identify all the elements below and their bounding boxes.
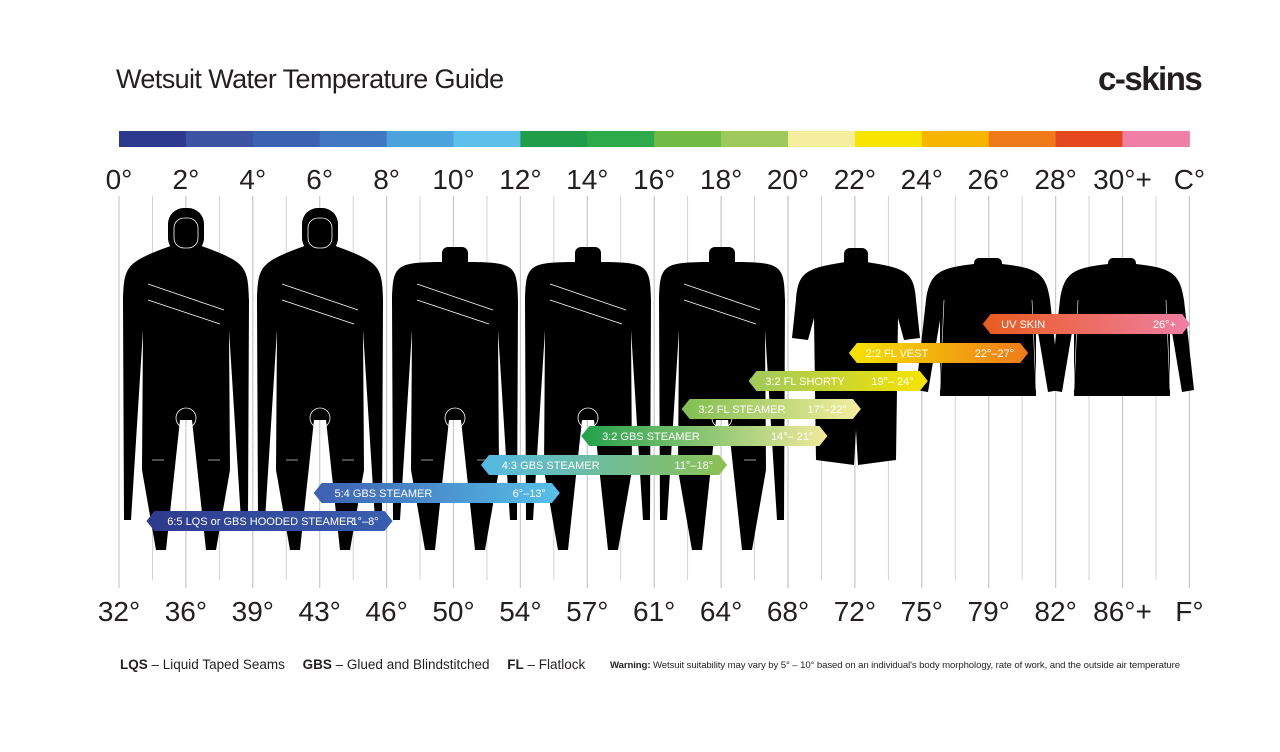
fahrenheit-tick-label: 72°: [834, 596, 876, 627]
abbreviation-legend: LQS – Liquid Taped Seams GBS – Glued and…: [120, 657, 599, 672]
page-title: Wetsuit Water Temperature Guide: [116, 64, 504, 94]
scale-segment: [386, 131, 454, 147]
brand-logo: c-skins: [1098, 60, 1203, 97]
hooded-steamer-figure: [257, 208, 383, 550]
celsius-tick-label: 2°: [173, 164, 200, 195]
hooded-steamer-figure: [123, 208, 249, 550]
celsius-tick-label: 30°+: [1093, 164, 1152, 195]
gbs-key: GBS: [302, 657, 332, 672]
scale-segment: [1122, 131, 1190, 147]
wetsuit-figures: [123, 208, 1194, 550]
celsius-tick-label: 26°: [968, 164, 1010, 195]
range-bar: [581, 426, 828, 446]
fl-text: – Flatlock: [523, 657, 586, 672]
range-bar-value: 6°–13°: [513, 488, 546, 500]
celsius-tick-label: 8°: [373, 164, 400, 195]
celsius-tick-label: 20°: [767, 164, 809, 195]
gbs-text: – Glued and Blindstitched: [331, 657, 490, 672]
warning-text: Wetsuit suitability may vary by 5° – 10°…: [650, 660, 1180, 671]
scale-segment: [654, 131, 722, 147]
scale-segment: [788, 131, 856, 147]
scale-segment: [854, 131, 923, 147]
fahrenheit-tick-label: 57°: [566, 596, 608, 627]
scale-segment: [988, 131, 1057, 147]
celsius-tick-label: 22°: [834, 164, 876, 195]
fahrenheit-tick-label: 39°: [232, 596, 274, 627]
fahrenheit-tick-label: 75°: [901, 596, 943, 627]
range-bar-value: 11°–18°: [675, 460, 714, 472]
range-bar: [848, 343, 1029, 363]
scale-segment: [119, 131, 187, 147]
range-bar-value: 19°– 24°: [871, 376, 913, 388]
range-bar: [480, 455, 728, 475]
fahrenheit-tick-label: F°: [1175, 596, 1203, 627]
fahrenheit-axis: 32° 36° 39° 43° 46° 50° 54° 57° 61° 64° 68° 72° 75° 7…: [98, 596, 1204, 627]
range-bar-name: 3:2 FL SHORTY: [765, 376, 845, 388]
celsius-tick-label: 16°: [633, 164, 675, 195]
warning-label: Warning:: [610, 660, 651, 671]
scale-segment: [921, 131, 990, 147]
range-bar-name: 4:3 GBS STEAMER: [502, 460, 600, 472]
scale-segment: [319, 131, 388, 147]
fahrenheit-tick-label: 86°+: [1093, 596, 1152, 627]
celsius-tick-label: 24°: [901, 164, 943, 195]
lqs-text: – Liquid Taped Seams: [147, 657, 285, 672]
range-bar-name: 3:2 GBS STEAMER: [602, 431, 700, 443]
range-bar: [982, 314, 1190, 334]
warning-note: Warning: Wetsuit suitability may vary by…: [610, 660, 1180, 671]
range-bar-name: 2:2 FL VEST: [866, 348, 929, 360]
fl-key: FL: [507, 657, 524, 672]
range-bar-value: 1°–8°: [351, 516, 378, 528]
range-bar-value: 17°–22°: [808, 404, 847, 416]
scale-segment: [252, 131, 321, 147]
scale-segment: [721, 131, 789, 147]
range-bar: [748, 371, 928, 391]
lqs-key: LQS: [120, 657, 148, 672]
celsius-tick-label: 0°: [106, 164, 133, 195]
celsius-tick-label: 10°: [432, 164, 474, 195]
celsius-tick-label: 18°: [700, 164, 742, 195]
scale-segment: [453, 131, 521, 147]
celsius-tick-label: 14°: [566, 164, 608, 195]
fahrenheit-tick-label: 82°: [1034, 596, 1076, 627]
range-bar-value: 14°– 21°: [771, 431, 813, 443]
scale-segment: [587, 131, 655, 147]
range-bar: [313, 483, 560, 503]
celsius-tick-label: 4°: [239, 164, 266, 195]
range-bar: [146, 511, 393, 531]
fahrenheit-tick-label: 36°: [165, 596, 207, 627]
steamer-figure: [659, 247, 785, 550]
range-bar-name: 6:5 LQS or GBS HOODED STEAMER: [167, 516, 354, 528]
fahrenheit-tick-label: 68°: [767, 596, 809, 627]
celsius-tick-label: 28°: [1034, 164, 1076, 195]
celsius-axis: 0° 2° 4° 6° 8° 10° 12° 14° 16° 18° 20° 22° 24° 26° 28°…: [106, 164, 1206, 195]
celsius-tick-label: C°: [1174, 164, 1205, 195]
color-scale-bar: [119, 131, 1190, 147]
scale-segment: [1055, 131, 1123, 147]
steamer-figure: [392, 247, 518, 550]
steamer-figure: [525, 247, 651, 550]
range-bar-value: 26°+: [1153, 319, 1176, 331]
scale-segment: [520, 131, 588, 147]
fahrenheit-tick-label: 50°: [432, 596, 474, 627]
fahrenheit-tick-label: 79°: [968, 596, 1010, 627]
fahrenheit-tick-label: 54°: [499, 596, 541, 627]
celsius-tick-label: 12°: [499, 164, 541, 195]
range-bar-name: UV SKIN: [1001, 319, 1045, 331]
celsius-tick-label: 6°: [306, 164, 333, 195]
range-bar-value: 22°–27°: [975, 348, 1014, 360]
scale-segment: [185, 131, 254, 147]
fahrenheit-tick-label: 32°: [98, 596, 140, 627]
range-bar: [681, 399, 861, 419]
range-bar-name: 5:4 GBS STEAMER: [334, 488, 432, 500]
fahrenheit-tick-label: 64°: [700, 596, 742, 627]
fahrenheit-tick-label: 46°: [365, 596, 407, 627]
range-bar-name: 3:2 FL STEAMER: [698, 404, 785, 416]
fahrenheit-tick-label: 43°: [299, 596, 341, 627]
fahrenheit-tick-label: 61°: [633, 596, 675, 627]
